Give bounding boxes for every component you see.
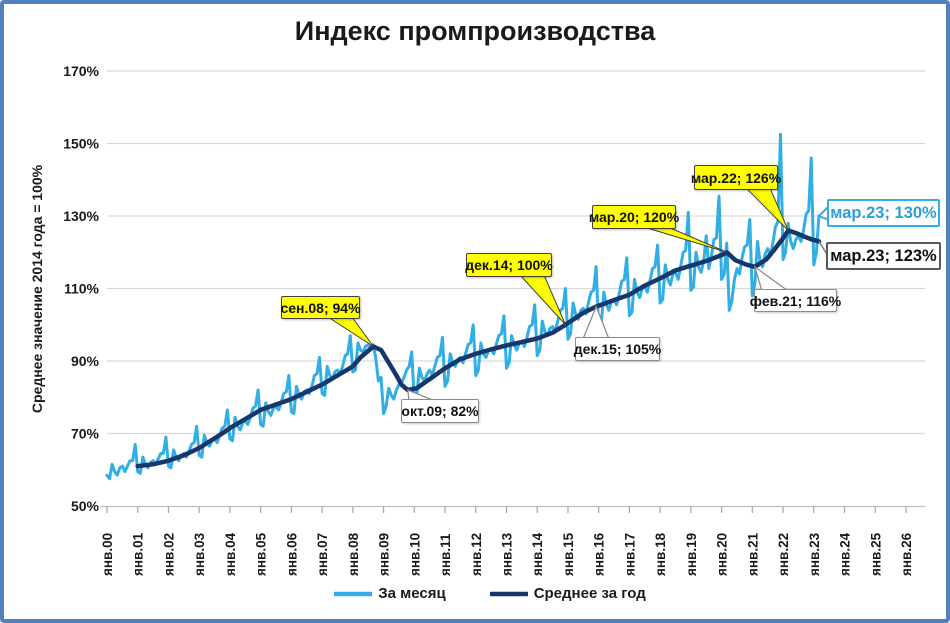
series-monthly-line	[105, 132, 821, 481]
y-tick-label: 150%	[63, 136, 99, 152]
callout-pointer	[753, 265, 790, 292]
y-tick-label: 170%	[63, 63, 99, 79]
chart-title: Индекс промпроизводства	[294, 16, 656, 46]
legend-item-yearly-average: Среднее за год	[489, 585, 646, 602]
y-tick-label: 130%	[63, 208, 99, 224]
x-tick-label: янв.02	[161, 533, 176, 576]
x-tick-label: янв.08	[346, 532, 361, 576]
annotation-дек-15-105-: дек.15; 105%	[574, 337, 661, 361]
x-tick-label: янв.13	[499, 532, 514, 576]
legend-item-monthly: За месяц	[334, 585, 446, 602]
x-tick-label: янв.07	[315, 533, 330, 576]
legend-line-monthly-icon	[334, 591, 373, 596]
x-tick-label: янв.06	[284, 532, 299, 576]
legend: За месяц Среднее за год	[0, 585, 950, 602]
legend-label-yearly-average: Среднее за год	[533, 585, 646, 602]
y-axis-title: Среднее значение 2014 года = 100%	[29, 164, 45, 414]
annotation-мар-22-126-: мар.22; 126%	[691, 165, 781, 190]
x-tick-label: янв.22	[776, 533, 791, 576]
x-tick-label: янв.10	[407, 533, 422, 576]
x-tick-label: янв.05	[254, 532, 269, 576]
annotation-мар-20-120-: мар.20; 120%	[589, 205, 679, 229]
x-tick-label: янв.03	[192, 532, 207, 576]
annotation-дек-14-100-: дек.14; 100%	[465, 253, 553, 277]
callout-arrow	[518, 274, 566, 326]
annotation-мар-23-123-: мар.23; 123%	[826, 242, 941, 270]
x-tick-label: янв.20	[715, 533, 730, 576]
x-tick-label: янв.00	[100, 533, 115, 576]
x-tick-label: янв.18	[653, 532, 668, 576]
x-tick-label: янв.09	[377, 533, 392, 576]
x-tick-label: янв.15	[561, 532, 576, 576]
x-tick-label: янв.21	[745, 532, 760, 576]
x-tick-label: янв.14	[530, 532, 545, 576]
y-tick-label: 90%	[71, 353, 100, 369]
x-tick-label: янв.19	[684, 533, 699, 576]
annotation-окт-09-82-: окт.09; 82%	[401, 399, 479, 423]
x-tick-label: янв.23	[807, 532, 822, 576]
annotation-мар-23-130-: мар.23; 130%	[827, 199, 940, 227]
legend-label-monthly: За месяц	[378, 585, 446, 602]
x-tick-label: янв.16	[592, 532, 607, 576]
x-tick-label: янв.04	[223, 532, 238, 576]
annotation-фев-21-116-: фев.21; 116%	[750, 289, 841, 312]
legend-line-yearly-icon	[489, 591, 528, 596]
x-tick-label: янв.24	[838, 532, 853, 576]
x-tick-label: янв.01	[131, 532, 146, 576]
series-yearly-average-line	[135, 228, 822, 469]
y-tick-label: 70%	[71, 426, 100, 442]
x-tick-label: янв.11	[438, 533, 453, 576]
x-tick-label: янв.17	[622, 533, 637, 576]
x-tick-label: янв.26	[899, 532, 914, 576]
x-tick-label: янв.25	[868, 532, 883, 576]
annotation-сен-08-94-: сен.08; 94%	[280, 296, 361, 319]
x-tick-label: янв.12	[469, 533, 484, 576]
y-tick-label: 110%	[64, 281, 100, 297]
y-tick-label: 50%	[71, 498, 100, 514]
